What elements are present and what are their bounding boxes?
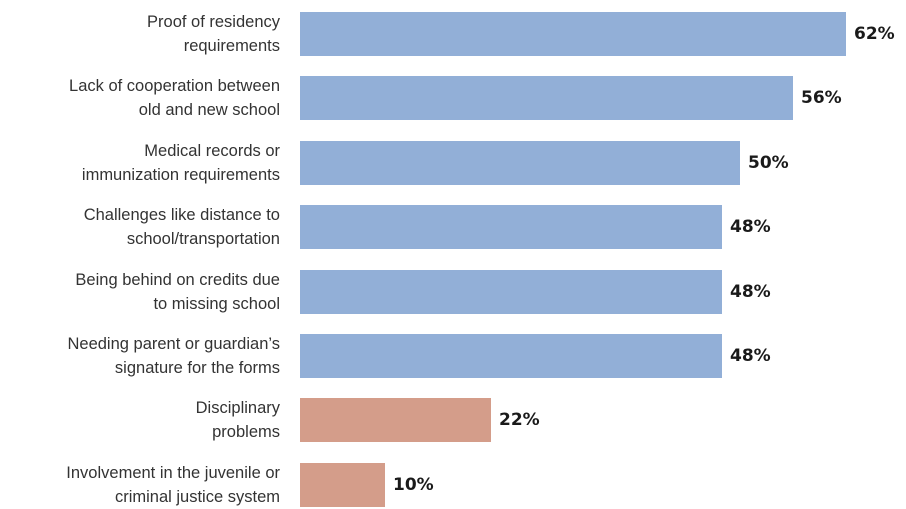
category-label-line: Lack of cooperation between <box>69 77 280 95</box>
category-label-line: requirements <box>183 37 280 55</box>
bar <box>298 10 848 58</box>
bar-value-label: 48% <box>730 217 771 237</box>
category-label: Disciplinary problems <box>0 396 280 444</box>
bar-value-label: 56% <box>801 88 842 108</box>
bar-value-label: 48% <box>730 282 771 302</box>
category-label-line: school/transportation <box>126 230 280 248</box>
category-label-line: Needing parent or guardian’s <box>67 335 280 353</box>
bar <box>298 74 795 122</box>
bar <box>298 332 724 380</box>
category-label-line: old and new school <box>138 101 280 119</box>
bar-value-label: 10% <box>393 475 434 495</box>
category-label: Challenges like distance to school/transp… <box>0 203 280 251</box>
category-label-line: Medical records or <box>144 142 280 160</box>
category-label-line: Challenges like distance to <box>83 206 280 224</box>
bar <box>298 461 387 509</box>
bar-value-label: 50% <box>748 153 789 173</box>
bar-value-label: 48% <box>730 346 771 366</box>
bar <box>298 396 493 444</box>
category-label-line: immunization requirements <box>81 166 280 184</box>
category-label: Needing parent or guardian’s signature fo… <box>0 332 280 380</box>
category-label-line: Involvement in the juvenile or <box>66 464 280 482</box>
category-label-line: to missing school <box>153 295 280 313</box>
category-label-line: Disciplinary <box>195 399 280 417</box>
category-label: Medical records or immunization requireme… <box>0 139 280 187</box>
category-label: Being behind on credits due to missing sc… <box>0 268 280 316</box>
category-label: Lack of cooperation between old and new s… <box>0 74 280 122</box>
bar <box>298 203 724 251</box>
category-label: Involvement in the juvenile or criminal j… <box>0 461 280 509</box>
category-label-line: problems <box>212 423 280 441</box>
bar-value-label: 22% <box>499 410 540 430</box>
bar-value-label: 62% <box>854 24 895 44</box>
bar <box>298 268 724 316</box>
category-label: Proof of residency requirements <box>0 10 280 58</box>
category-label-line: Proof of residency <box>147 13 280 31</box>
bar <box>298 139 742 187</box>
category-label-line: signature for the forms <box>114 359 280 377</box>
category-label-line: criminal justice system <box>114 488 280 506</box>
category-label-line: Being behind on credits due <box>75 271 280 289</box>
